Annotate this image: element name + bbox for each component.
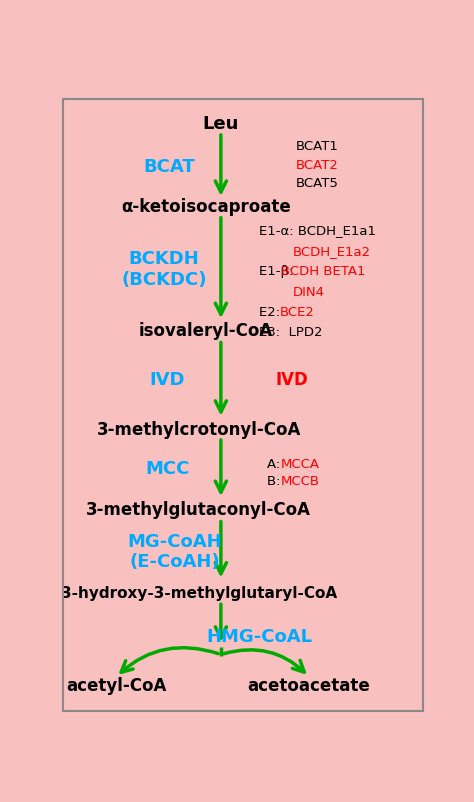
Text: BCAT2: BCAT2 [296, 159, 339, 172]
Text: BCAT1: BCAT1 [296, 140, 339, 153]
Text: α-ketoisocaproate: α-ketoisocaproate [121, 198, 291, 217]
Text: BCE2: BCE2 [280, 306, 315, 319]
Text: 3-methylcrotonyl-CoA: 3-methylcrotonyl-CoA [97, 421, 301, 439]
Text: MG-CoAH
(E-CoAH): MG-CoAH (E-CoAH) [128, 533, 222, 571]
Text: BCAT5: BCAT5 [296, 177, 339, 190]
Text: E2:: E2: [259, 306, 285, 319]
Text: E1-α: BCDH_E1a1: E1-α: BCDH_E1a1 [259, 225, 376, 237]
Text: E3:  LPD2: E3: LPD2 [259, 326, 323, 339]
Text: MCC: MCC [146, 460, 190, 478]
Text: isovaleryl-CoA: isovaleryl-CoA [139, 322, 273, 340]
Text: MCCA: MCCA [281, 458, 320, 471]
Text: acetoacetate: acetoacetate [248, 677, 370, 695]
Text: BCDH BETA1: BCDH BETA1 [281, 265, 365, 278]
Text: DIN4: DIN4 [292, 286, 325, 298]
Text: BCDH_E1a2: BCDH_E1a2 [292, 245, 371, 257]
Text: acetyl-CoA: acetyl-CoA [66, 677, 166, 695]
Text: HMG-CoAL: HMG-CoAL [207, 628, 312, 646]
Text: 3-hydroxy-3-methylglutaryl-CoA: 3-hydroxy-3-methylglutaryl-CoA [61, 585, 337, 601]
Text: 3-methylglutaconyl-CoA: 3-methylglutaconyl-CoA [86, 501, 311, 519]
Text: MCCB: MCCB [281, 475, 320, 488]
Text: B:: B: [267, 475, 284, 488]
Text: IVD: IVD [150, 371, 185, 389]
Text: E1-β:: E1-β: [259, 265, 298, 278]
Text: Leu: Leu [203, 115, 239, 133]
Text: A:: A: [267, 458, 284, 471]
Text: BCAT: BCAT [144, 158, 195, 176]
Text: BCKDH
(BCKDC): BCKDH (BCKDC) [121, 249, 207, 289]
Text: IVD: IVD [276, 371, 309, 389]
